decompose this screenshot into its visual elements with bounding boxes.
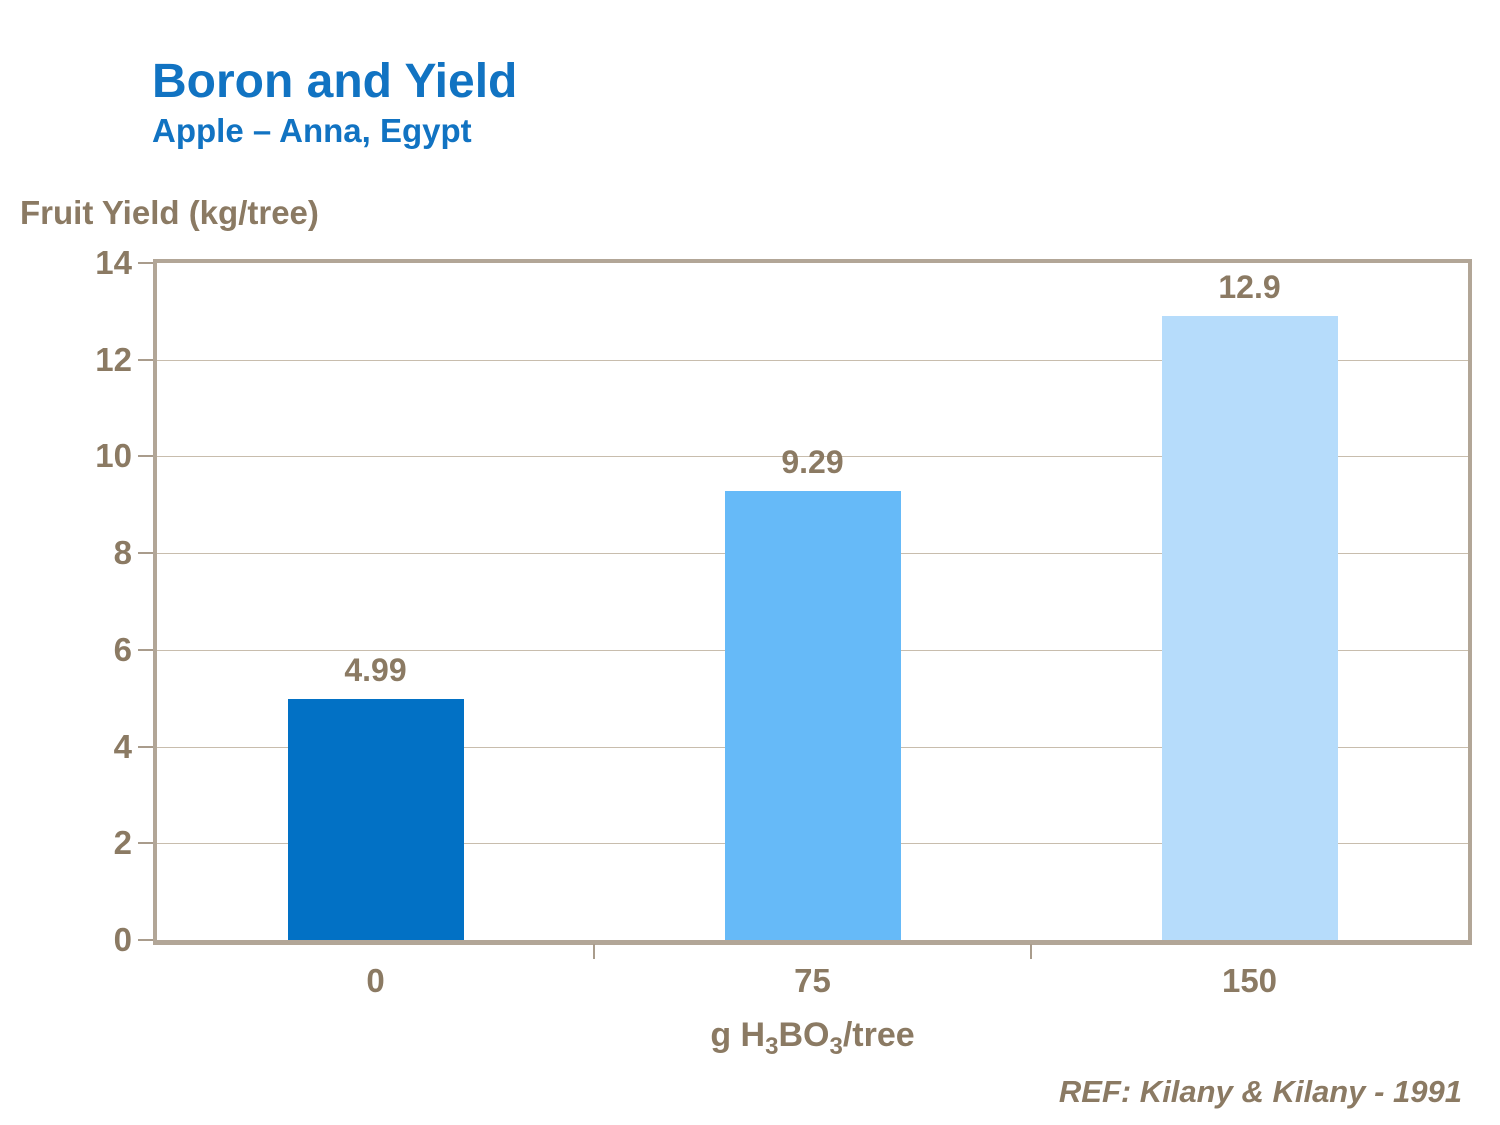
bar-value-label: 4.99 — [344, 651, 407, 688]
chart-subtitle: Apple – Anna, Egypt — [152, 112, 472, 149]
y-tick-mark — [138, 262, 153, 264]
x-axis-title-text: BO — [778, 1016, 830, 1054]
bar — [287, 698, 464, 940]
y-tick-label: 6 — [113, 630, 132, 668]
y-tick-mark — [138, 745, 153, 748]
bar — [724, 490, 901, 940]
y-tick-label: 2 — [113, 824, 132, 862]
y-tick-label: 8 — [113, 534, 132, 572]
y-tick-label: 10 — [95, 437, 132, 475]
plot-area: 4.99 9.29 12.9 — [153, 259, 1472, 945]
x-category-label: 150 — [1221, 962, 1278, 999]
reference-text: REF: Kilany & Kilany - 1991 — [1058, 1074, 1462, 1109]
bar — [1161, 316, 1338, 940]
y-tick-mark — [138, 648, 153, 651]
bar-value-label: 12.9 — [1218, 269, 1281, 306]
y-tick-mark — [138, 455, 153, 458]
chart-title: Boron and Yield — [152, 55, 518, 108]
x-category-label: 75 — [794, 962, 831, 999]
x-category-label: 0 — [366, 962, 385, 999]
y-tick-mark — [138, 358, 153, 361]
x-axis-title: g H3BO3/tree — [157, 1016, 1468, 1061]
x-tick-mark — [1030, 944, 1032, 959]
x-axis-title-text: /tree — [842, 1016, 915, 1054]
bar-value-label: 9.29 — [781, 443, 844, 480]
y-tick-mark — [138, 552, 153, 555]
gridline — [157, 456, 1468, 458]
y-axis-title: Fruit Yield (kg/tree) — [20, 194, 319, 231]
y-tick-label: 0 — [113, 921, 132, 958]
x-tick-mark — [593, 944, 595, 959]
y-tick-mark — [138, 842, 153, 845]
y-tick-label: 12 — [95, 340, 132, 378]
y-tick-label: 4 — [113, 727, 132, 765]
x-axis-title-subscript: 3 — [765, 1032, 779, 1060]
y-tick-label: 14 — [95, 244, 132, 281]
y-tick-mark — [138, 939, 153, 941]
x-axis-title-subscript: 3 — [829, 1032, 843, 1060]
gridline — [157, 359, 1468, 361]
x-axis-title-text: g H — [710, 1016, 766, 1054]
